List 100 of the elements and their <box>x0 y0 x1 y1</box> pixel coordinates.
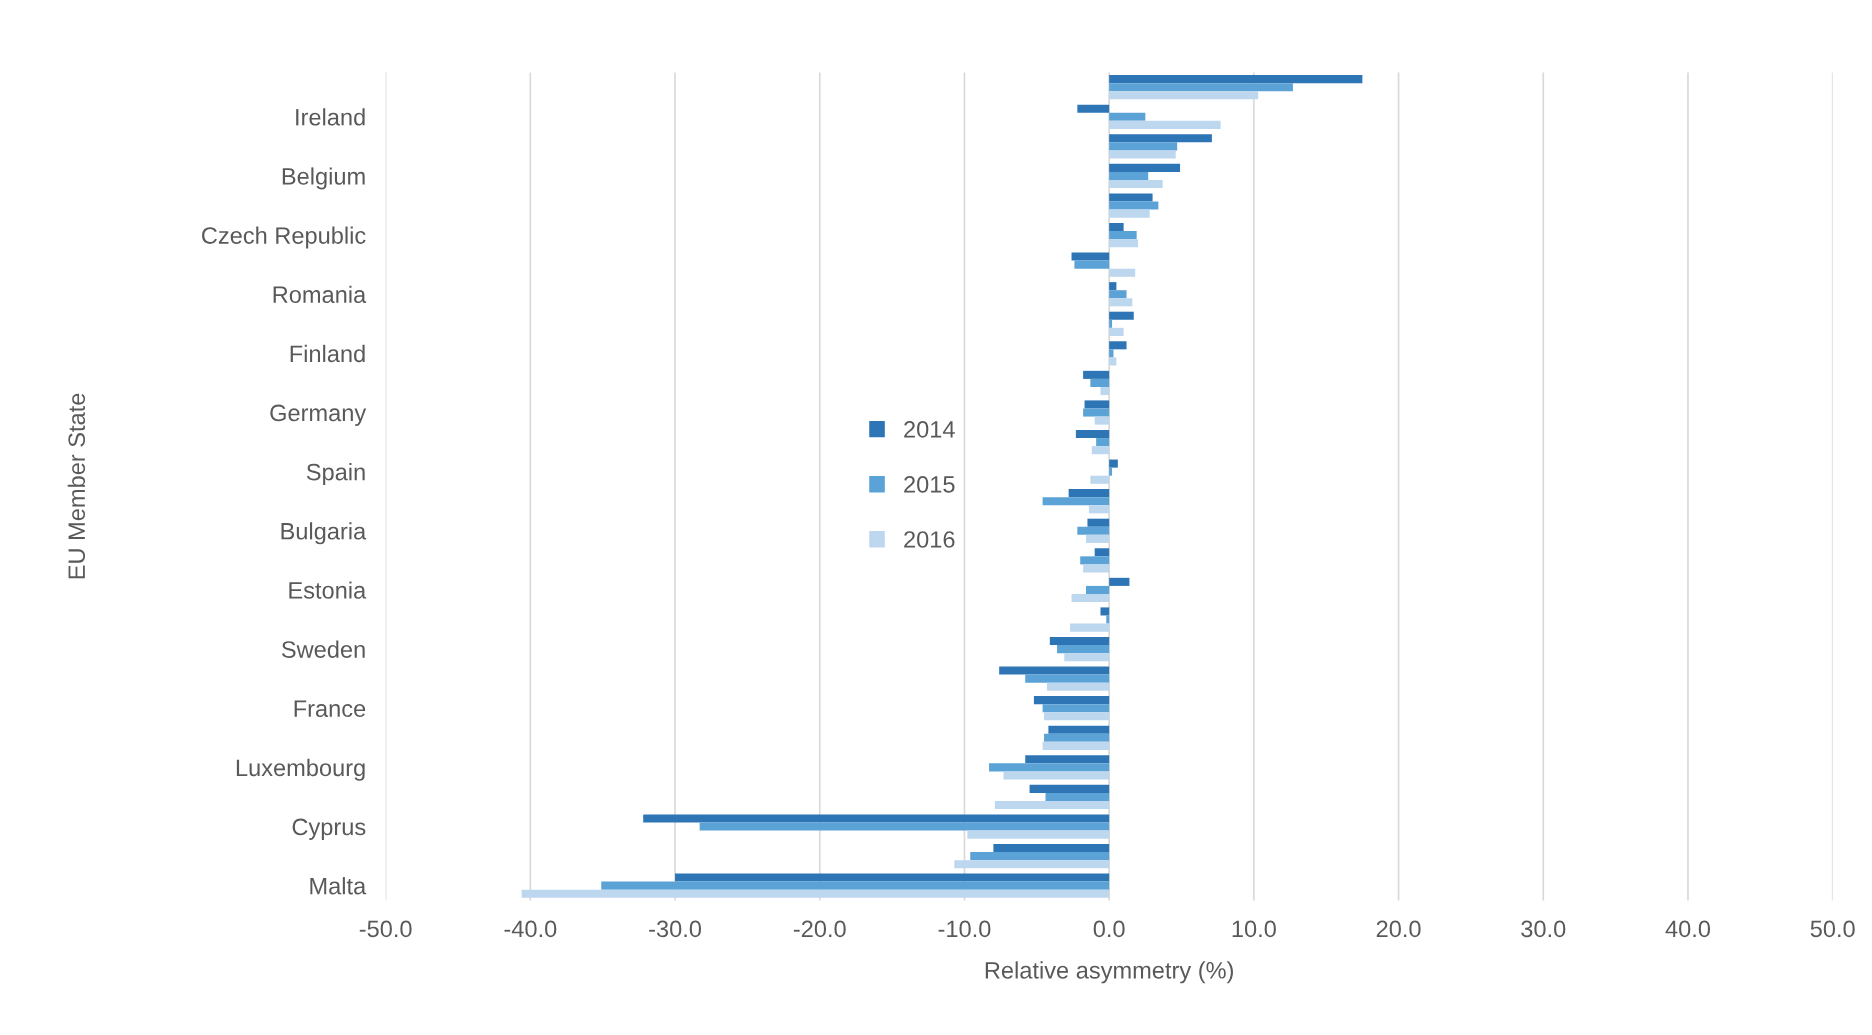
y-tick-label: Finland <box>290 344 365 363</box>
bar <box>1075 429 1110 439</box>
bar <box>1046 682 1110 691</box>
bar <box>675 873 1110 882</box>
bar <box>1109 83 1293 92</box>
bar <box>1084 400 1110 409</box>
x-tick-label: -10.0 <box>938 920 991 938</box>
bar <box>1071 252 1110 261</box>
bar <box>1083 408 1110 417</box>
x-axis-title: Relative asymmetry (%) <box>985 961 1233 984</box>
bar <box>1109 75 1363 84</box>
bar <box>1109 459 1118 468</box>
x-tick-label: 50.0 <box>1810 920 1855 938</box>
x-tick-label: -20.0 <box>793 920 846 938</box>
bar <box>1049 636 1110 646</box>
bar <box>954 860 1110 869</box>
legend-label: 2015 <box>904 476 955 493</box>
bar <box>1090 378 1110 387</box>
y-tick-label: Czech Republic <box>202 226 366 249</box>
bar <box>1042 704 1110 713</box>
bar <box>1100 607 1110 616</box>
bar <box>1070 623 1110 632</box>
y-tick-label: Malta <box>310 877 367 895</box>
y-tick-label: Luxembourg <box>236 758 365 781</box>
bar <box>1109 290 1127 299</box>
bar <box>1109 91 1259 100</box>
bar <box>993 843 1110 853</box>
bar <box>1109 298 1133 307</box>
bar <box>1087 518 1110 527</box>
y-tick-label: Belgium <box>282 167 365 190</box>
bar <box>1088 505 1110 514</box>
bar <box>601 881 1110 890</box>
bar <box>1109 209 1150 218</box>
bar <box>1083 370 1110 379</box>
y-tick-label: Cyprus <box>292 818 366 840</box>
y-axis-title: EU Member State <box>67 393 86 579</box>
legend-label: 2014 <box>904 421 955 438</box>
bar <box>1048 725 1110 734</box>
bar <box>1064 653 1110 662</box>
bar <box>1109 357 1117 366</box>
bar <box>967 830 1110 839</box>
bar <box>1025 674 1110 683</box>
x-tick-label: 0.0 <box>1093 920 1125 938</box>
y-tick-label: Romania <box>273 285 367 304</box>
bar <box>970 852 1110 861</box>
bar <box>1094 416 1110 425</box>
bar <box>699 822 1110 831</box>
x-tick-label: -30.0 <box>649 920 702 938</box>
bar <box>989 763 1110 772</box>
bar <box>1100 386 1110 396</box>
bar <box>521 889 1110 898</box>
bar <box>1077 526 1110 535</box>
bar <box>1109 201 1159 210</box>
bar <box>1109 327 1124 336</box>
bar <box>1042 741 1110 750</box>
bar <box>1096 438 1110 447</box>
bar <box>1044 712 1110 721</box>
y-tick-label: Spain <box>306 463 365 486</box>
bar <box>1086 534 1110 543</box>
bar <box>1068 489 1110 498</box>
bar <box>1109 268 1136 277</box>
bar <box>1033 696 1110 705</box>
bar <box>1090 475 1110 484</box>
bar <box>1109 349 1114 358</box>
bar <box>643 814 1110 823</box>
bar <box>1094 548 1110 557</box>
bar <box>1109 163 1181 172</box>
y-tick-label: Bulgaria <box>281 522 367 545</box>
bar <box>1109 282 1117 291</box>
bar <box>999 666 1110 675</box>
bar <box>1077 104 1110 113</box>
bar <box>1042 497 1110 506</box>
bar <box>1083 564 1110 573</box>
bar <box>1044 733 1110 742</box>
bar <box>1109 341 1127 350</box>
bar <box>1109 222 1124 232</box>
bar <box>1109 134 1212 143</box>
x-tick-label: -50.0 <box>359 920 412 938</box>
y-tick-label: Ireland <box>296 108 365 126</box>
y-tick-label: France <box>294 700 366 718</box>
bar <box>1109 179 1163 189</box>
bar <box>1109 319 1113 328</box>
bar <box>1003 771 1110 780</box>
legend-label: 2016 <box>904 531 955 548</box>
bar <box>1109 311 1134 320</box>
bar <box>1057 645 1110 654</box>
bar <box>1109 193 1153 202</box>
bar <box>994 800 1110 810</box>
bar <box>1045 792 1110 801</box>
bar <box>1025 755 1110 764</box>
bar <box>1071 593 1110 603</box>
bar <box>1109 112 1146 121</box>
x-tick-label: 40.0 <box>1665 920 1711 938</box>
bar <box>1109 150 1176 159</box>
x-tick-label: 20.0 <box>1376 920 1421 938</box>
bar <box>1109 142 1178 151</box>
y-tick-label: Sweden <box>281 640 365 658</box>
y-tick-label: Germany <box>270 404 367 426</box>
bar <box>1109 577 1130 586</box>
y-tick-label: Estonia <box>289 581 367 599</box>
